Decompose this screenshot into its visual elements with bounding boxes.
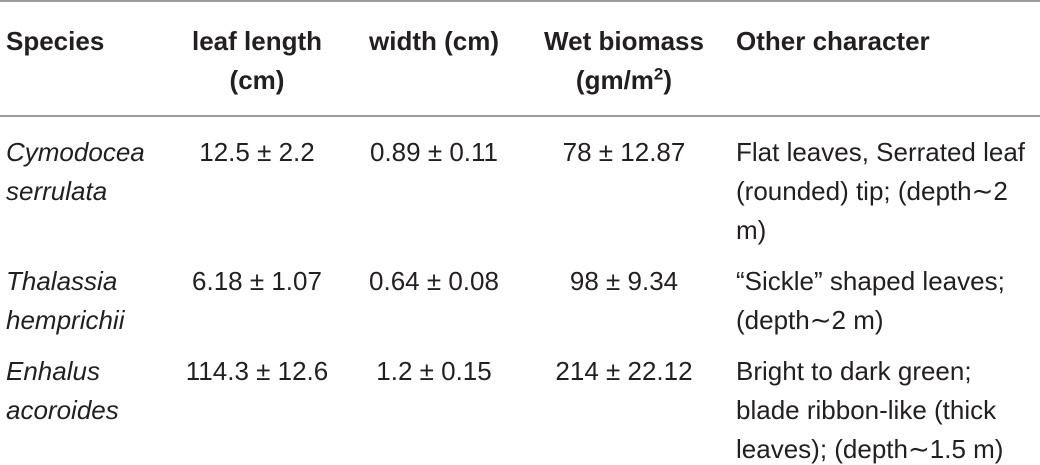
table-cell: 1.2 ± 0.15 <box>346 344 522 465</box>
table-row: Enhalus acoroides 114.3 ± 12.6 1.2 ± 0.15 2… <box>0 344 1040 465</box>
header-superscript: 2 <box>653 64 664 84</box>
header-row: Species leaf length (cm) width (cm) Wet … <box>0 0 1040 117</box>
header-cell: Wet biomass (gm/m2) <box>522 0 726 117</box>
table-cell: Bright to dark green; blade ribbon-like … <box>726 344 1040 465</box>
table-header: Species leaf length (cm) width (cm) Wet … <box>0 0 1040 117</box>
table-cell: Cymodocea serrulata <box>6 137 145 206</box>
table-cell: 6.18 ± 1.07 <box>192 266 322 296</box>
table-cell: “Sickle” shaped leaves; (depth∼2 m) <box>736 266 1005 335</box>
table-cell: 214 ± 22.12 <box>522 344 726 465</box>
table-cell: 114.3 ± 12.6 <box>168 344 346 465</box>
table-cell: 0.89 ± 0.11 <box>370 137 498 167</box>
header-cell: Other character <box>726 0 1040 117</box>
header-text: ) <box>663 65 673 95</box>
table-body: Cymodocea serrulata 12.5 ± 2.2 0.89 ± 0.11… <box>0 116 1040 465</box>
header-cell: width (cm) <box>346 0 522 117</box>
table-cell: Flat leaves, Serrated leaf (rounded) tip… <box>736 137 1026 245</box>
table-cell: 0.64 ± 0.08 <box>369 266 499 296</box>
table-row: Cymodocea serrulata 12.5 ± 2.2 0.89 ± 0.11… <box>0 116 1040 254</box>
table-cell: 78 ± 12.87 <box>562 137 686 167</box>
header-cell: leaf length (cm) <box>168 0 346 117</box>
header-cell: Species <box>0 0 168 117</box>
table-cell: Enhalus acoroides <box>0 344 168 465</box>
table-cell: Thalassia hemprichii <box>6 266 125 335</box>
header-text: Wet biomass (gm/m <box>544 26 704 95</box>
table-row: Thalassia hemprichii 6.18 ± 1.07 0.64 ± 0.… <box>0 254 1040 344</box>
table-cell: 98 ± 9.34 <box>569 266 679 296</box>
table-cell: 12.5 ± 2.2 <box>199 137 315 167</box>
